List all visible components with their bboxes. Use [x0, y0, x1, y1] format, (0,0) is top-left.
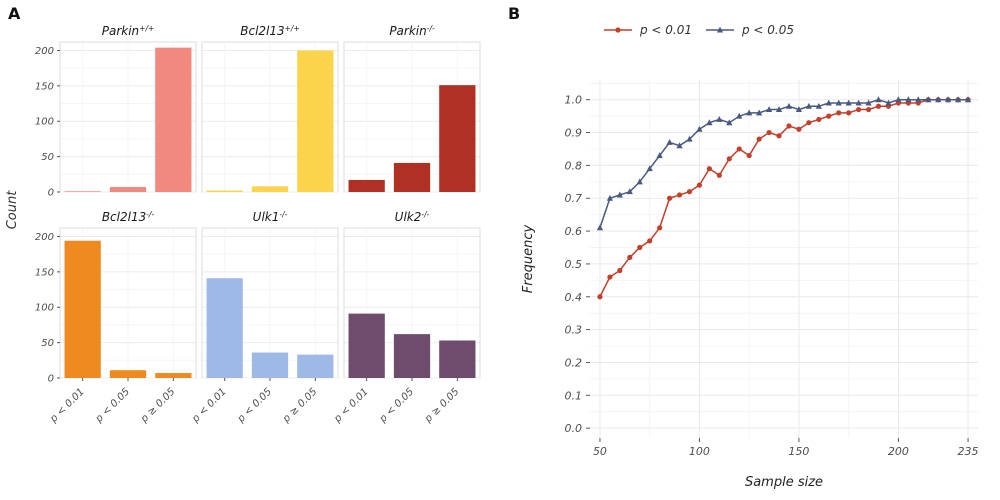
svg-text:p < 0.05: p < 0.05: [377, 386, 416, 425]
legend-label: p < 0.01: [639, 23, 692, 37]
bar: [439, 340, 476, 378]
legend: p < 0.01 p < 0.05: [604, 23, 794, 37]
facet-ulk2-ko-5: Ulk2-/- p < 0.01 p < 0.05 p ≥ 0.05: [332, 210, 481, 425]
bar: [439, 85, 476, 192]
facet-title: Parkin+/+: [102, 24, 155, 38]
svg-text:0.7: 0.7: [565, 192, 583, 205]
bar: [155, 47, 192, 193]
svg-text:p < 0.01: p < 0.01: [48, 386, 87, 425]
legend-label: p < 0.05: [741, 23, 794, 37]
svg-text:200: 200: [35, 46, 54, 57]
svg-text:0.3: 0.3: [565, 324, 583, 337]
svg-text:0.9: 0.9: [565, 127, 583, 140]
facet-title: Parkin-/-: [389, 24, 435, 38]
svg-text:150: 150: [35, 81, 54, 92]
facet-title: Ulk1-/-: [253, 210, 288, 224]
svg-text:0: 0: [48, 374, 54, 385]
facet-title: Bcl2l13+/+: [240, 24, 300, 38]
facet-ulk1-ko-4: Ulk1-/- p < 0.01 p < 0.05 p ≥ 0.05: [190, 210, 339, 425]
svg-text:50: 50: [41, 152, 54, 163]
panel-a-ylabel: Count: [5, 190, 20, 230]
svg-text:p < 0.05: p < 0.05: [235, 386, 274, 425]
panel-b-label: B: [508, 4, 521, 23]
facet-bcl2l13-ko-3: Bcl2l13-/- 0 50 100 150 200 p < 0.01 p < 0.05 p …: [35, 210, 197, 425]
svg-text:235: 235: [958, 445, 979, 458]
bar: [109, 370, 147, 378]
svg-text:200: 200: [888, 445, 909, 458]
svg-text:100: 100: [35, 117, 54, 128]
svg-text:0.0: 0.0: [565, 422, 583, 435]
bar: [348, 313, 385, 378]
bar: [109, 187, 147, 192]
panel-b-ylabel: Frequency: [521, 224, 536, 293]
svg-text:p ≥ 0.05: p ≥ 0.05: [138, 386, 177, 425]
svg-text:p < 0.01: p < 0.01: [332, 386, 371, 425]
series-1: [596, 96, 972, 231]
frequency-line-chart: 50 100 150 200 235 0.0 0.1 0.2 0.3 0.4 0.5 0.6 0.7 0.…: [521, 23, 979, 490]
svg-text:p < 0.01: p < 0.01: [190, 386, 229, 425]
bar: [251, 186, 289, 192]
bar: [206, 190, 243, 192]
svg-text:100: 100: [35, 303, 54, 314]
svg-text:p < 0.05: p < 0.05: [93, 386, 132, 425]
bar: [297, 50, 334, 192]
svg-text:200: 200: [35, 232, 54, 243]
facet-title: Bcl2l13-/-: [102, 210, 155, 224]
svg-text:0: 0: [48, 188, 54, 199]
svg-text:p ≥ 0.05: p ≥ 0.05: [280, 386, 319, 425]
svg-text:50: 50: [593, 445, 607, 458]
panel-a: A Parkin+/+ 0 50 100 150 200 Bcl2l13+/+ Parkin-…: [5, 4, 481, 425]
svg-text:0.4: 0.4: [565, 291, 583, 304]
panel-a-label: A: [8, 4, 21, 23]
svg-text:50: 50: [41, 338, 54, 349]
bar: [206, 278, 243, 378]
svg-text:100: 100: [689, 445, 710, 458]
bar: [393, 162, 431, 192]
svg-text:0.8: 0.8: [565, 159, 583, 172]
bar: [64, 191, 101, 192]
bar: [297, 354, 334, 378]
svg-text:0.1: 0.1: [565, 389, 583, 402]
bar: [64, 240, 101, 378]
facet-parkin-ko-2: Parkin-/-: [343, 24, 481, 193]
panel-b: B 50 100 150 200 235 0.0 0.1 0.2 0.3 0.4 0.5 0.6 0.7…: [500, 0, 1000, 500]
facet-bcl2l13-wt-1: Bcl2l13+/+: [201, 24, 339, 193]
bar: [348, 179, 385, 192]
svg-text:1.0: 1.0: [565, 94, 583, 107]
facet-parkin-wt-0: Parkin+/+ 0 50 100 150 200: [35, 24, 197, 199]
bar: [155, 373, 192, 378]
svg-text:0.2: 0.2: [565, 356, 583, 369]
facet-title: Ulk2-/-: [395, 210, 430, 224]
svg-text:0.6: 0.6: [565, 225, 583, 238]
bar-facet-charts: Parkin+/+ 0 50 100 150 200 Bcl2l13+/+ Parkin-/-…: [5, 24, 481, 425]
svg-text:150: 150: [788, 445, 809, 458]
bar: [251, 352, 289, 378]
bar: [393, 334, 431, 378]
svg-text:p ≥ 0.05: p ≥ 0.05: [422, 386, 461, 425]
svg-text:0.5: 0.5: [565, 258, 583, 271]
panel-b-xlabel: Sample size: [745, 475, 823, 490]
svg-text:150: 150: [35, 267, 54, 278]
